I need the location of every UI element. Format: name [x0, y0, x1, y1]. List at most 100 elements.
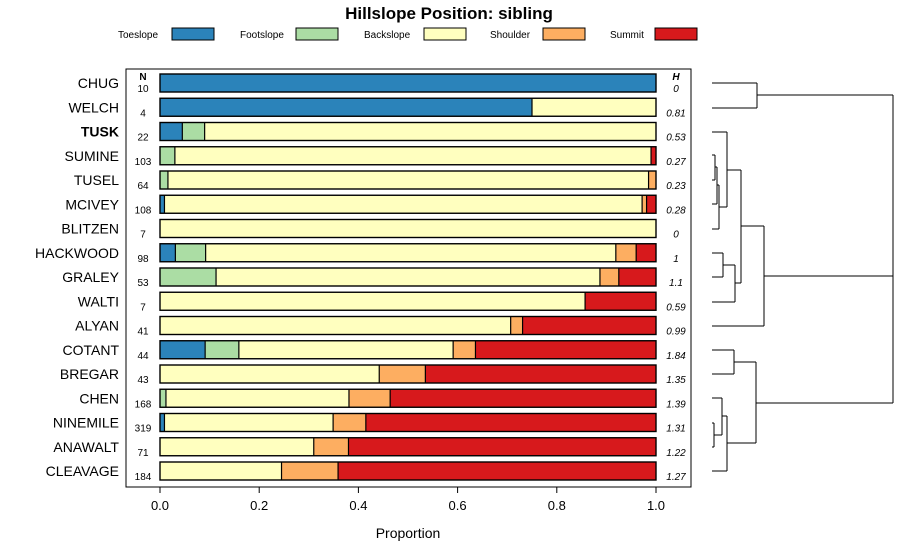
n-value: 4: [140, 108, 146, 119]
h-value: 0.53: [666, 133, 686, 144]
n-value: 7: [140, 302, 146, 313]
bar-segment-backslope: [238, 340, 454, 359]
dendrogram-branch: [712, 170, 893, 327]
bar-segment-shoulder: [453, 340, 476, 359]
n-value: 319: [135, 424, 152, 435]
row-hackwood: HACKWOOD 98 1: [35, 243, 679, 265]
bar-segment-summit: [475, 340, 656, 359]
category-label: TUSEL: [74, 172, 119, 188]
row-welch: WELCH 4 0.81: [68, 97, 686, 119]
h-value: 1.39: [666, 399, 686, 410]
bar-segment-backslope: [216, 268, 600, 286]
n-value: 43: [137, 375, 149, 386]
category-label: BREGAR: [60, 366, 119, 382]
bar-segment-backslope: [167, 171, 649, 189]
legend-swatch-toeslope: [171, 27, 215, 41]
x-tick-label: 1.0: [647, 498, 665, 513]
n-value: 103: [135, 157, 152, 168]
category-label: COTANT: [62, 342, 119, 358]
category-label: NINEMILE: [53, 415, 119, 431]
bar-segment-toeslope: [160, 195, 165, 214]
bar-segment-shoulder: [615, 243, 637, 262]
category-label: HACKWOOD: [35, 245, 119, 261]
chart-title: Hillslope Position: sibling: [345, 4, 553, 23]
bar-outline: [159, 315, 657, 336]
bar-outline: [159, 218, 657, 239]
bar-segment-footslope: [160, 171, 168, 189]
bar-segment-summit: [585, 292, 656, 311]
category-label: WELCH: [68, 99, 119, 115]
n-header: N: [139, 72, 146, 83]
h-value: 0: [673, 84, 679, 95]
bar-outline: [159, 437, 657, 457]
category-label: WALTI: [78, 293, 119, 309]
h-value: 0.59: [666, 302, 686, 313]
bar-segment-summit: [618, 268, 656, 286]
row-mcivey: MCIVEY 108 0.28: [65, 194, 686, 216]
bar-outline: [159, 146, 657, 166]
row-tusel: TUSEL 64 0.23: [74, 170, 686, 192]
bar-segment-shoulder: [348, 389, 391, 408]
bar-segment-toeslope: [160, 98, 532, 117]
bar-outline: [159, 291, 657, 311]
bar-segment-summit: [425, 365, 656, 383]
bar-outline: [159, 461, 657, 481]
bar-segment-backslope: [204, 122, 656, 141]
x-tick-label: 0.0: [151, 498, 169, 513]
bar-segment-toeslope: [160, 243, 176, 262]
bar-segment-shoulder: [333, 413, 366, 432]
h-value: 1.31: [666, 424, 685, 435]
bar-segment-summit: [636, 243, 656, 262]
legend-label-backslope: Backslope: [364, 30, 411, 41]
h-value: 1.35: [666, 375, 686, 386]
bar-segment-summit: [338, 462, 656, 480]
bar-segment-toeslope: [160, 413, 165, 432]
bar-segment-footslope: [160, 146, 175, 165]
bar-segment-footslope: [160, 268, 217, 286]
row-walti: WALTI 7 0.59: [78, 291, 686, 313]
legend-label-toeslope: Toeslope: [118, 30, 158, 41]
h-value: 1.1: [669, 278, 683, 289]
bar-segment-footslope: [182, 122, 205, 141]
h-value: 1.22: [666, 448, 686, 459]
category-label: TUSK: [81, 124, 119, 140]
bar-outline: [159, 267, 657, 287]
row-alyan: ALYAN 41 0.99: [75, 315, 686, 338]
bar-segment-backslope: [160, 292, 586, 311]
category-label: BLITZEN: [61, 221, 119, 237]
bar-segment-backslope: [160, 462, 282, 480]
dendrogram-branch: [712, 82, 893, 109]
bar-segment-summit: [646, 195, 656, 214]
category-label: CHEN: [79, 390, 119, 406]
bar-outline: [159, 194, 657, 214]
bar-segment-backslope: [160, 365, 380, 383]
legend-swatch-shoulder: [542, 27, 586, 41]
bar-segment-shoulder: [642, 195, 647, 214]
bar-segment-backslope: [164, 413, 334, 432]
n-value: 41: [137, 327, 149, 338]
bar-outline: [159, 412, 657, 433]
n-value: 108: [135, 205, 152, 216]
bar-outline: [159, 243, 657, 263]
n-value: 44: [137, 351, 149, 362]
legend: Toeslope Footslope Backslope Shoulder Summit: [118, 27, 698, 41]
bar-segment-shoulder: [313, 437, 349, 456]
bar-segment-backslope: [532, 98, 656, 117]
category-label: SUMINE: [65, 148, 119, 164]
row-blitzen: BLITZEN 7 0: [61, 218, 679, 241]
row-cleavage: CLEAVAGE 184 1.27: [46, 461, 686, 483]
bar-segment-backslope: [160, 437, 314, 456]
category-label: CLEAVAGE: [46, 463, 119, 479]
legend-label-summit: Summit: [610, 30, 644, 41]
legend-swatch-backslope: [423, 27, 467, 41]
h-value: 0.23: [666, 181, 686, 192]
bar-outline: [159, 364, 657, 384]
x-tick-label: 0.2: [250, 498, 268, 513]
bar-segment-backslope: [164, 195, 643, 214]
category-label: ALYAN: [75, 318, 119, 334]
h-header: H: [672, 72, 680, 83]
dendrogram-branch: [712, 131, 741, 230]
row-sumine: SUMINE 103 0.27: [65, 146, 686, 168]
bar-outline: [159, 73, 657, 93]
